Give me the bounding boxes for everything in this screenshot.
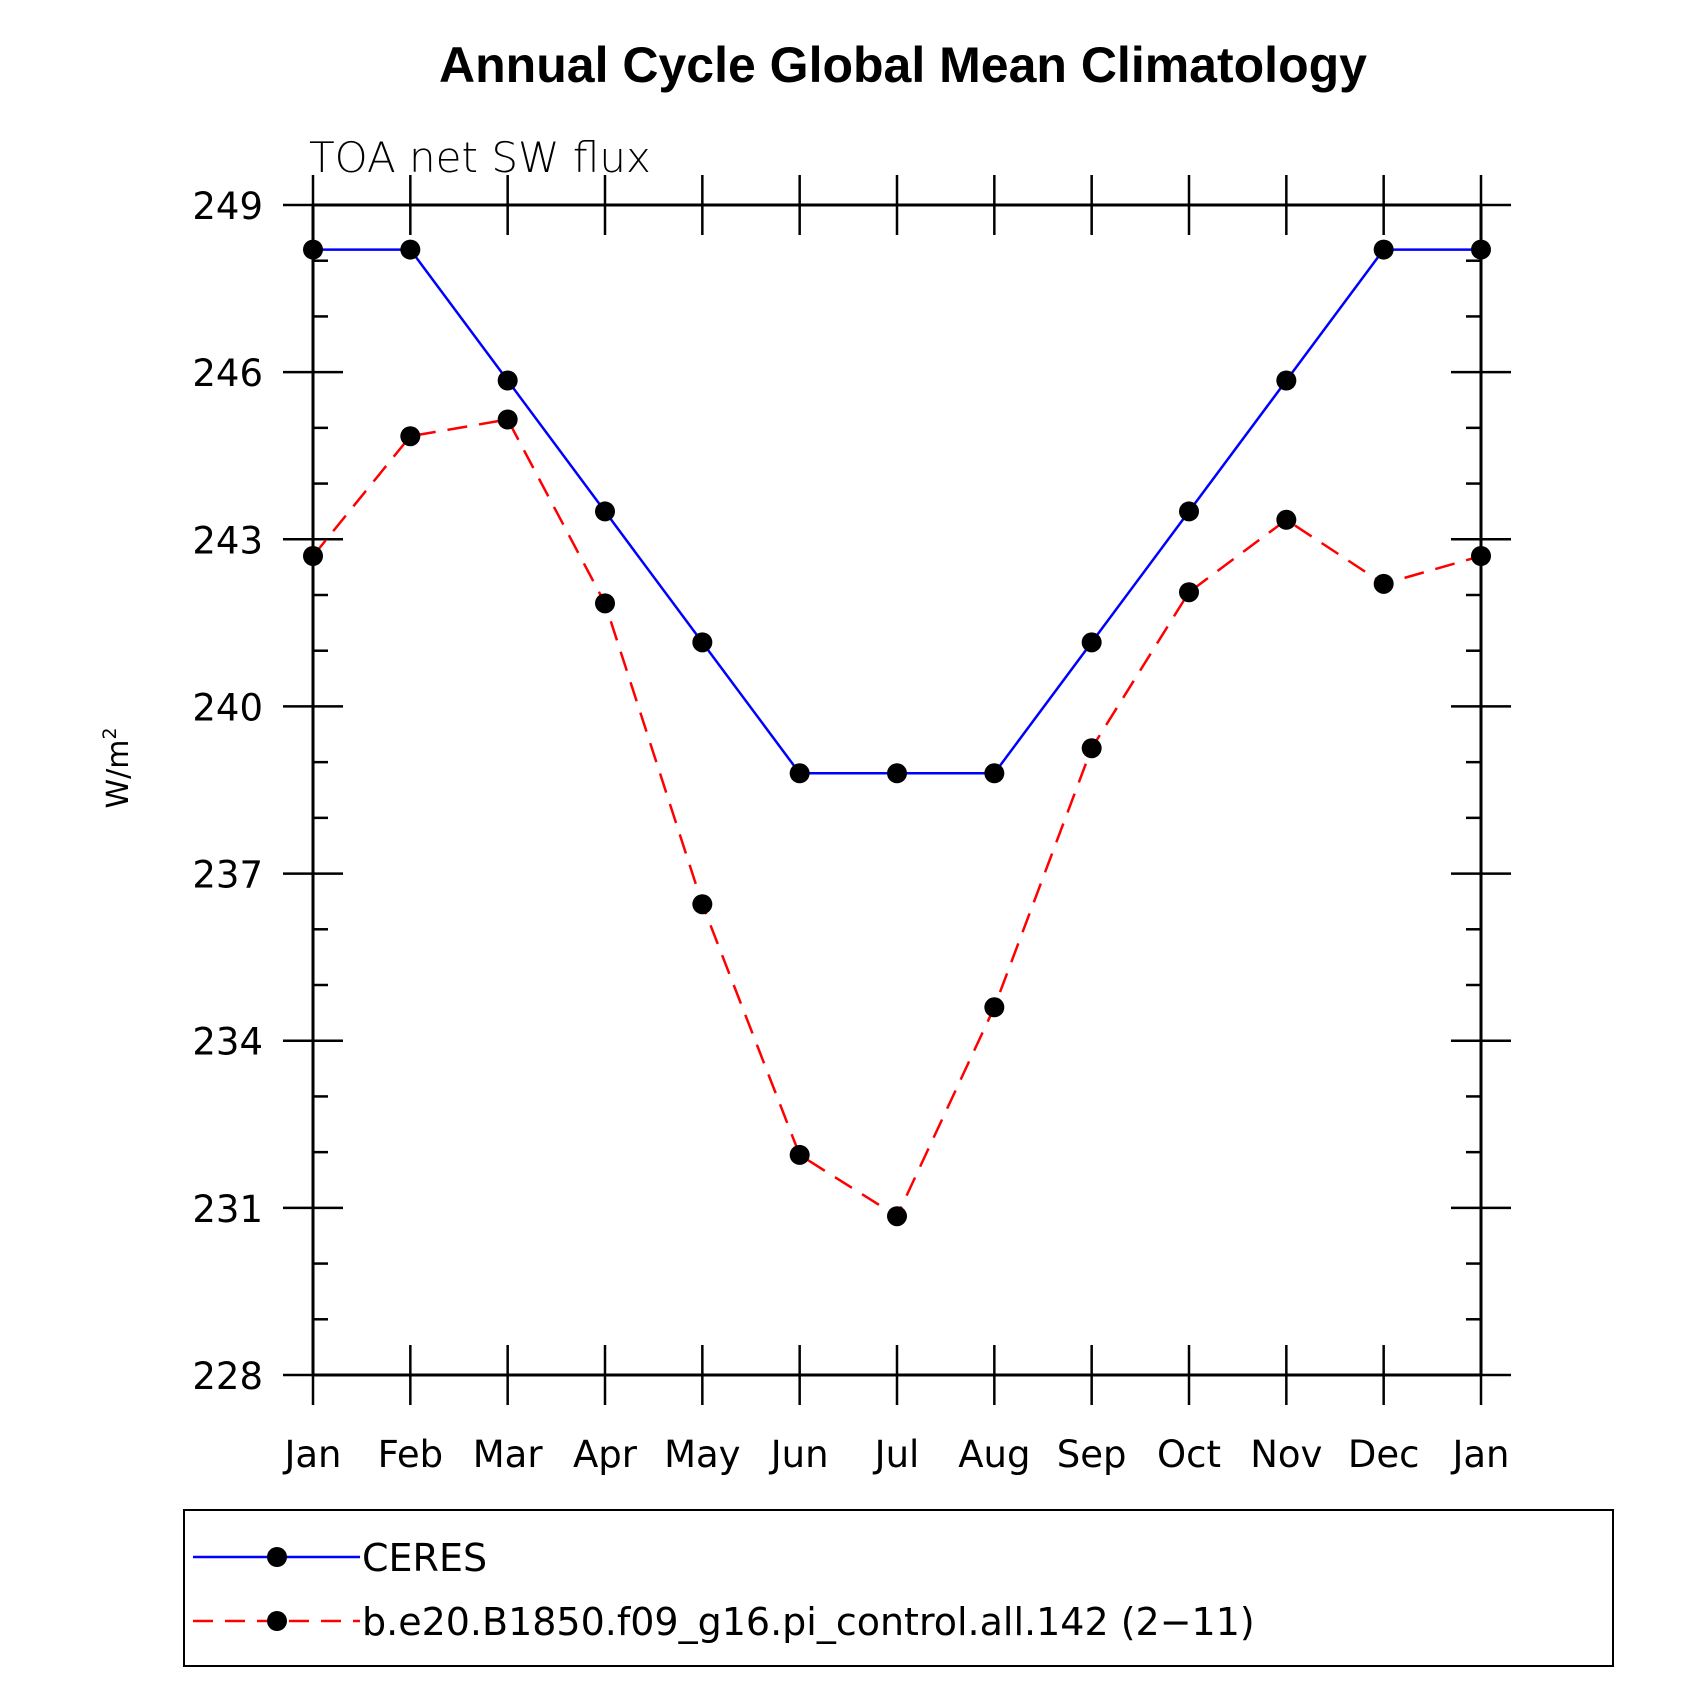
data-point-0 bbox=[303, 239, 323, 260]
data-point-1 bbox=[984, 997, 1005, 1018]
data-point-0 bbox=[1471, 239, 1491, 260]
y-tick-label: 249 bbox=[192, 185, 263, 228]
data-point-1 bbox=[1373, 573, 1394, 594]
y-tick-label: 243 bbox=[192, 519, 263, 562]
data-point-1 bbox=[692, 894, 713, 915]
y-tick-label: 228 bbox=[192, 1355, 263, 1398]
data-point-1 bbox=[1471, 546, 1491, 566]
series-line-0 bbox=[313, 248, 1481, 775]
data-point-0 bbox=[595, 501, 615, 522]
data-point-0 bbox=[400, 239, 421, 260]
y-tick-label: 234 bbox=[192, 1021, 263, 1064]
x-tick-label: Jun bbox=[769, 1433, 829, 1476]
legend-swatch-marker-1 bbox=[267, 1611, 287, 1631]
data-point-0 bbox=[1276, 370, 1297, 391]
data-point-1 bbox=[1179, 582, 1199, 603]
data-point-0 bbox=[497, 370, 518, 391]
data-point-0 bbox=[1081, 632, 1102, 653]
x-tick-label: Dec bbox=[1348, 1433, 1420, 1476]
y-tick-label: 231 bbox=[192, 1188, 263, 1231]
y-axis-label-exponent: 2 bbox=[99, 727, 121, 739]
data-point-0 bbox=[692, 632, 713, 653]
data-point-0 bbox=[1373, 239, 1394, 260]
y-axis-label: W/m2 bbox=[99, 727, 136, 808]
x-tick-label: Jan bbox=[1450, 1433, 1509, 1476]
series-line-1 bbox=[312, 418, 1482, 1219]
data-point-1 bbox=[1081, 738, 1102, 759]
y-tick-label: 240 bbox=[192, 686, 263, 729]
chart-subtitle: TOA net SW flux bbox=[309, 133, 651, 182]
data-point-0 bbox=[984, 763, 1005, 784]
data-point-1 bbox=[303, 546, 323, 566]
y-tick-label: 237 bbox=[192, 854, 263, 897]
x-tick-label: Sep bbox=[1057, 1433, 1127, 1476]
x-tick-label: Jul bbox=[873, 1433, 920, 1476]
y-axis-label-unit: W/m bbox=[101, 740, 136, 809]
legend-label-1: b.e20.B1850.f09_g16.pi_control.all.142 (… bbox=[362, 1600, 1255, 1644]
x-tick-label: May bbox=[664, 1433, 741, 1476]
data-point-1 bbox=[595, 593, 615, 614]
data-point-1 bbox=[789, 1144, 810, 1165]
x-tick-label: Aug bbox=[958, 1433, 1030, 1476]
legend: CERES b.e20.B1850.f09_g16.pi_control.all.… bbox=[183, 1509, 1614, 1667]
data-point-1 bbox=[400, 426, 421, 447]
y-tick-label: 246 bbox=[192, 352, 263, 395]
data-point-0 bbox=[1179, 501, 1199, 522]
data-point-1 bbox=[1276, 509, 1297, 530]
plot-frame bbox=[311, 203, 1483, 1377]
x-tick-label: Jan bbox=[282, 1433, 341, 1476]
x-tick-label: Mar bbox=[473, 1433, 544, 1476]
data-point-1 bbox=[497, 409, 518, 430]
data-point-0 bbox=[789, 763, 810, 784]
data-point-0 bbox=[887, 763, 907, 784]
legend-swatch-marker-0 bbox=[267, 1547, 287, 1567]
x-tick-label: Nov bbox=[1250, 1433, 1322, 1476]
legend-box bbox=[183, 1509, 1614, 1667]
data-series bbox=[303, 239, 1491, 1227]
legend-label-0: CERES bbox=[362, 1536, 487, 1580]
x-tick-label: Oct bbox=[1157, 1433, 1221, 1476]
x-tick-label: Feb bbox=[378, 1433, 444, 1476]
x-tick-label: Apr bbox=[573, 1433, 638, 1476]
chart-title: Annual Cycle Global Mean Climatology bbox=[439, 37, 1367, 93]
data-point-1 bbox=[887, 1206, 907, 1227]
axes: 228 231 234 237 240 243 246 249 Jan Feb Mar Apr May J… bbox=[192, 175, 1511, 1476]
